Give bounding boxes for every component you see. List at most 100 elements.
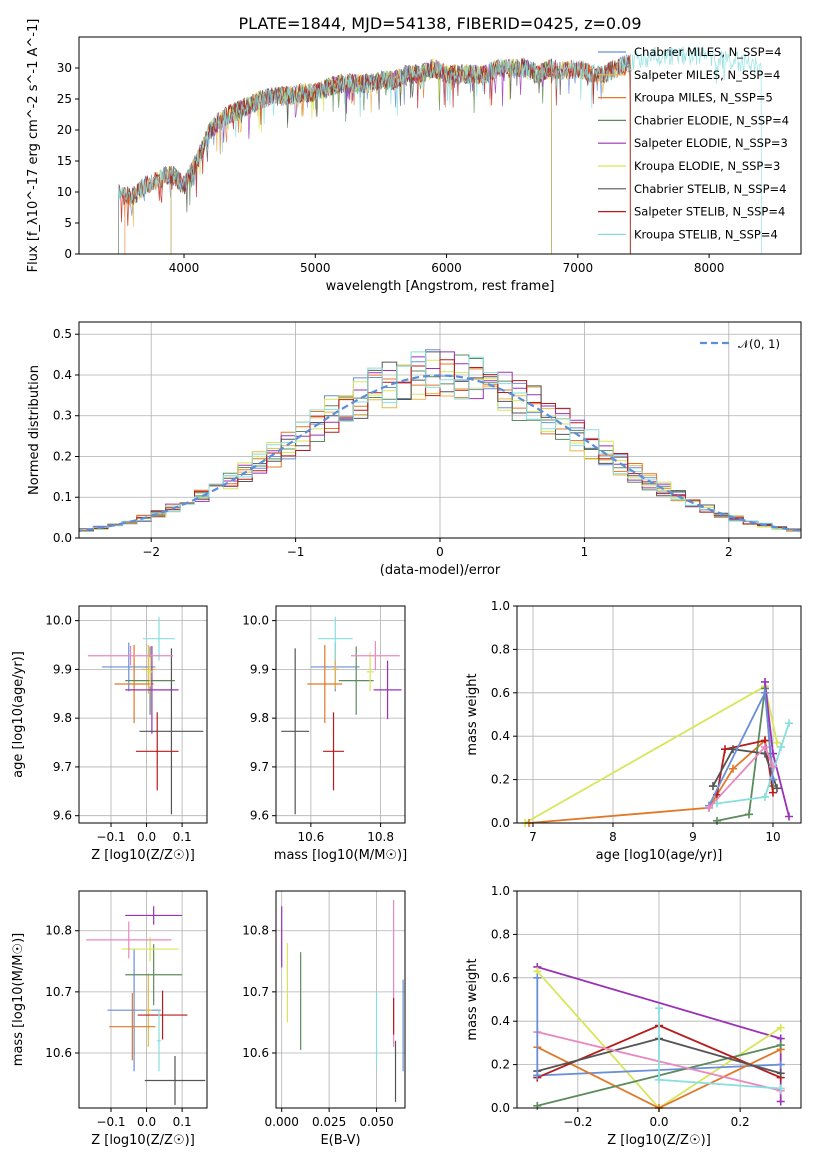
series-marker [776,1023,785,1032]
x-tick-label: 0.2 [731,1115,750,1129]
error-point [114,645,154,724]
y-tick-label: 9.8 [250,711,269,725]
series-marker [776,1041,785,1050]
y-tick-label: 10.6 [242,1046,269,1060]
error-point [281,648,310,815]
x-tick-label: 7000 [563,261,594,275]
legend-entry: Chabrier ELODIE, N_SSP=4 [634,113,789,127]
error-point [366,652,374,692]
x-tick-label: 0.025 [312,1115,346,1129]
series-marker [713,816,721,825]
x-axis-label: (data-model)/error [380,563,501,578]
y-tick-label: 10.8 [242,924,269,938]
legend-entry: Salpeter ELODIE, N_SSP=3 [634,136,788,150]
age_vs_Z-plot-area [87,616,204,815]
x-axis-label: age [log10(age/yr)] [596,848,723,863]
error-point [139,648,204,815]
error-point [144,973,152,1047]
series-marker [776,1097,785,1106]
y-tick-label: 0.6 [491,971,510,985]
y-tick-label: 0.4 [491,1014,510,1028]
series-marker [773,738,781,747]
mass_vs_ebv-plot-area [281,900,404,1102]
y-tick-label: 0.1 [53,490,72,504]
x-tick-label: 4000 [169,261,200,275]
x-tick-label: 8 [609,830,617,844]
x-tick-label: 5000 [300,261,331,275]
legend: Chabrier MILES, N_SSP=4 Salpeter MILES, N… [598,45,789,241]
ticks: 4000 5000 6000 7000 8000 0 5 10 15 20 25 30 [57,61,725,275]
legend-entry: Kroupa MILES, N_SSP=5 [634,91,773,105]
error-point [121,936,179,962]
error-point [350,641,400,671]
mass_vs_ebv-panel: 0.000 0.025 0.050 10.6 10.7 10.8 E(B-V) [242,890,406,1148]
series-marker [533,1071,542,1080]
series-marker [769,762,777,771]
y-tick-label: 0 [64,247,72,261]
axes-frame [516,605,802,824]
error-point [317,616,353,661]
y-axis-label: age [log10(age/yr)] [11,651,26,778]
error-point [137,990,188,1040]
axes-frame [78,36,802,255]
weight-series [709,745,781,793]
x-tick-label: 0.0 [137,830,156,844]
weight_vs_Z-plot-area [533,962,785,1112]
x-tick-label: −0.1 [96,830,125,844]
error-point [135,712,179,791]
series-marker [785,719,793,728]
y-axis-label: Normed distribution [27,365,42,495]
y-tick-label: 0.6 [491,686,510,700]
y-tick-label: 1.0 [491,884,510,898]
x-tick-label: −0.1 [96,1115,125,1129]
y-tick-label: 0.2 [491,773,510,787]
y-axis-label: Flux [f_λ10^-17 erg cm^-2 s^-1 A^-1] [26,19,41,273]
series-marker [705,803,713,812]
ticks: −0.2 0.0 0.2 0.0 0.2 0.4 0.6 0.8 1.0 [491,884,750,1129]
series-marker [776,1060,785,1069]
spectrum-panel: 4000 5000 6000 7000 8000 0 5 10 15 20 25 30 waveleng… [26,19,802,294]
series-marker [761,677,769,686]
y-tick-label: 20 [57,123,72,137]
series-marker [721,745,729,754]
x-tick-label: −0.2 [563,1115,592,1129]
series-marker [533,1101,542,1110]
weight-series [655,1004,785,1093]
weight-series [761,677,793,821]
legend-entry: Salpeter MILES, N_SSP=4 [634,68,780,82]
weight-series [521,682,781,827]
series-line [528,739,766,824]
y-tick-label: 0.0 [491,1101,510,1115]
spectrum-plot-area [118,46,762,254]
series-marker [761,688,769,697]
weight-series [705,743,777,812]
y-tick-label: 10.8 [45,924,72,938]
error-point [125,645,179,734]
series-marker [776,1084,785,1093]
residuals-panel: −2 −1 0 1 2 0.0 0.1 0.2 0.3 0.4 0.5 (data-model)/er… [27,321,802,578]
y-tick-label: 25 [57,92,72,106]
axes-frame [275,890,406,1109]
legend-entry: 𝒩(0, 1) [738,337,780,351]
x-tick-label: 10.6 [298,830,325,844]
histogram-step [79,351,801,533]
age_vs_mass-panel: 10.6 10.8 9.6 9.7 9.8 9.9 10.0 mass [log10(M/M☉… [242,605,407,863]
y-tick-label: 0.4 [53,368,72,382]
legend-entry: Salpeter STELIB, N_SSP=4 [634,205,785,219]
ticks: 7 8 9 10 0.0 0.2 0.4 0.6 0.8 1.0 [491,599,781,844]
series-marker [777,743,785,752]
spectrum-line [118,46,762,254]
y-tick-label: 15 [57,154,72,168]
x-tick-label: 1 [581,545,589,559]
weight_vs_Z-panel: −0.2 0.0 0.2 0.0 0.2 0.4 0.6 0.8 1.0 Z [log10(Z/Z… [465,884,802,1148]
y-tick-label: 0.2 [53,449,72,463]
mass_vs_Z-panel: −0.1 0.0 0.1 10.6 10.7 10.8 Z [log10(Z/Z☉)] mas… [11,890,208,1148]
legend-entry: Kroupa ELODIE, N_SSP=3 [634,159,780,173]
error-point [307,645,343,724]
series-marker [785,812,793,821]
y-tick-label: 5 [64,216,72,230]
legend-entry: Chabrier STELIB, N_SSP=4 [634,182,786,196]
x-tick-label: 0.000 [265,1115,299,1129]
ticks: −2 −1 0 1 2 0.0 0.1 0.2 0.3 0.4 0.5 [53,327,733,559]
